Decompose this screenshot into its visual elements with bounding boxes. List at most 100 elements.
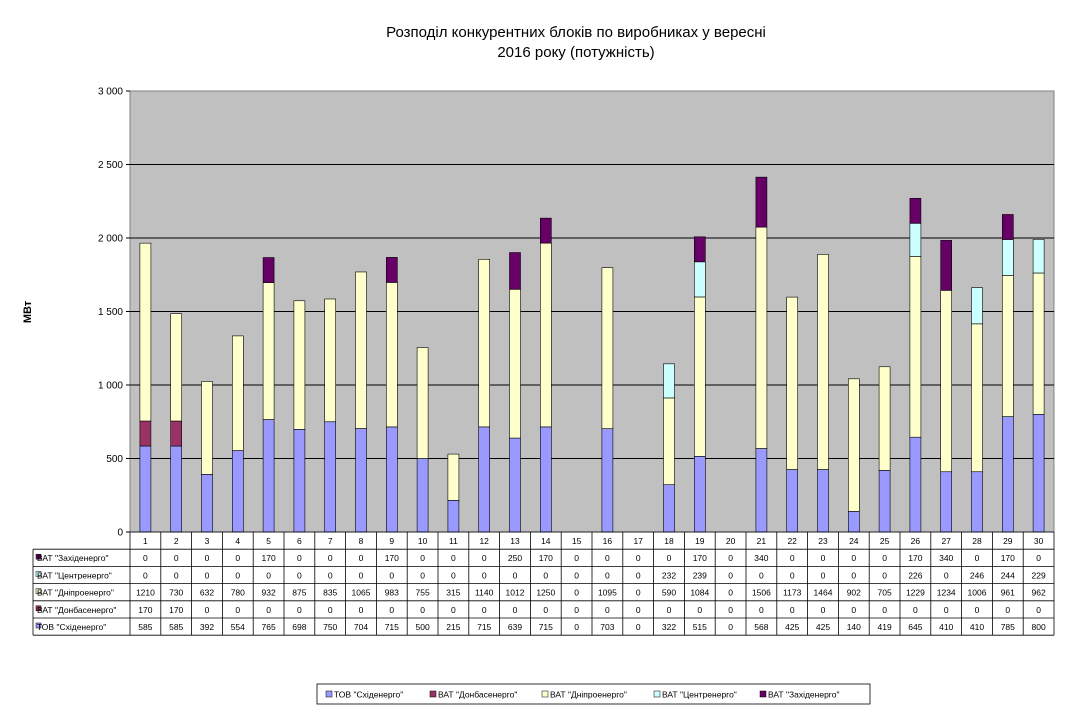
bar-segment (971, 323, 983, 473)
data-label: 0 (513, 605, 518, 615)
data-label: 0 (205, 553, 210, 563)
data-label: 983 (385, 588, 399, 598)
bar-segment (971, 287, 983, 325)
data-label: 0 (728, 588, 733, 598)
data-label: 0 (420, 605, 425, 615)
data-label: 715 (477, 622, 491, 632)
bar-segment (909, 198, 922, 224)
bar-segment (1001, 416, 1014, 533)
bar-segment (878, 470, 891, 533)
bar-segment (447, 453, 460, 501)
data-label: 1140 (475, 588, 494, 598)
data-label: 962 (1032, 588, 1046, 598)
data-label: 698 (292, 622, 306, 632)
data-label: 315 (446, 588, 460, 598)
bar-segment (940, 290, 953, 473)
data-label: 0 (697, 605, 702, 615)
data-label: 0 (359, 570, 364, 580)
bar-segment (693, 261, 706, 298)
bar-segment (416, 347, 429, 459)
data-label: 0 (174, 570, 179, 580)
bar-segment (786, 296, 799, 470)
legend-entry: ВАТ "Центренерго" (662, 690, 737, 700)
data-label: 419 (878, 622, 892, 632)
x-tick-label: 14 (541, 536, 551, 546)
data-label: 800 (1032, 622, 1046, 632)
legend-entry: ВАТ "Західенерго" (768, 690, 839, 700)
data-label: 1229 (906, 588, 925, 598)
x-tick-label: 13 (510, 536, 520, 546)
chart-title-line-1: Розподіл конкурентних блоків по виробник… (386, 24, 766, 41)
data-label: 639 (508, 622, 522, 632)
x-tick-label: 20 (726, 536, 736, 546)
data-label: 0 (235, 570, 240, 580)
y-tick-label: 0 (117, 528, 123, 539)
bar-segment (509, 252, 521, 290)
bar-segment (201, 474, 213, 533)
bar-segment (262, 257, 275, 283)
bar-segment (1032, 239, 1045, 274)
data-label: 0 (1005, 605, 1010, 615)
bar-segment (232, 335, 244, 451)
bars (139, 176, 1045, 533)
bar-segment (601, 428, 614, 533)
x-tick-label: 22 (787, 536, 797, 546)
y-axis-label: МВт (22, 300, 34, 323)
data-label: 0 (359, 553, 364, 563)
data-label: 961 (1001, 588, 1015, 598)
bar-segment (509, 289, 521, 439)
data-label: 0 (328, 605, 333, 615)
bar-segment (293, 429, 306, 533)
data-label: 750 (323, 622, 337, 632)
x-tick-label: 26 (911, 536, 921, 546)
data-label: 0 (851, 570, 856, 580)
bar-segment (478, 426, 491, 533)
bar-segment (539, 426, 552, 533)
data-label: 0 (790, 553, 795, 563)
data-label: 645 (908, 622, 922, 632)
data-label: 780 (231, 588, 245, 598)
data-label: 0 (605, 605, 610, 615)
data-label: 0 (543, 605, 548, 615)
data-label: 730 (169, 588, 183, 598)
data-label: 755 (416, 588, 430, 598)
data-label: 902 (847, 588, 861, 598)
data-label: 170 (169, 605, 183, 615)
data-label: 0 (851, 553, 856, 563)
bar-segment (201, 381, 213, 475)
legend-swatch (653, 690, 661, 698)
data-label: 0 (266, 570, 271, 580)
data-label: 515 (693, 622, 707, 632)
bar-segment (1001, 275, 1014, 417)
data-label: 765 (262, 622, 276, 632)
x-tick-label: 9 (389, 536, 394, 546)
bar-segment (293, 300, 306, 430)
data-label: 0 (851, 605, 856, 615)
data-label: 0 (513, 570, 518, 580)
data-label: 835 (323, 588, 337, 598)
bar-segment (693, 296, 706, 457)
data-label: 1065 (352, 588, 371, 598)
data-label: 0 (328, 570, 333, 580)
bar-segment (909, 436, 922, 533)
data-label: 215 (446, 622, 460, 632)
x-tick-label: 19 (695, 536, 705, 546)
data-label: 140 (847, 622, 861, 632)
x-tick-label: 5 (266, 536, 271, 546)
data-label: 410 (970, 622, 984, 632)
bar-segment (139, 242, 152, 422)
data-label: 0 (759, 570, 764, 580)
bar-segment (355, 428, 367, 533)
table-row-label: ТОВ "Східенерго" (37, 622, 106, 632)
data-label: 0 (728, 622, 733, 632)
data-label: 0 (882, 605, 887, 615)
table-legend-key (35, 553, 42, 560)
x-tick-label: 11 (449, 536, 458, 546)
data-label: 170 (138, 605, 152, 615)
bar-segment (478, 259, 491, 428)
data-label: 0 (1036, 605, 1041, 615)
table-legend-key (35, 622, 42, 629)
data-label: 425 (785, 622, 799, 632)
bar-segment (539, 242, 552, 428)
bar-segment (509, 437, 521, 533)
